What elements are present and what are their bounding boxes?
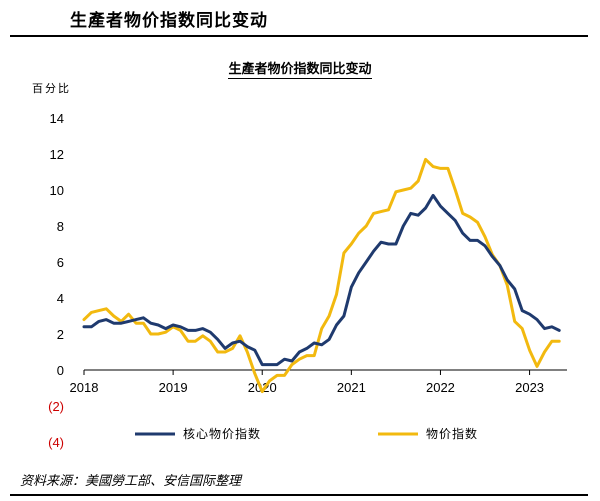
- title-divider: [10, 35, 588, 37]
- x-tick-label: 2020: [248, 380, 277, 395]
- x-tick-label: 2022: [426, 380, 455, 395]
- y-tick-label: 2: [57, 327, 64, 342]
- y-tick-label: 14: [50, 111, 64, 126]
- chart-title-text: 生產者物价指数同比变动: [228, 62, 372, 79]
- x-tick-label: 2018: [70, 380, 99, 395]
- series-line-ppi: [82, 157, 561, 394]
- legend: 核心物价指数 物价指数: [135, 426, 478, 441]
- x-tick-label: 2021: [337, 380, 366, 395]
- y-tick-label: 12: [50, 147, 64, 162]
- y-tick-label: (2): [48, 399, 64, 414]
- page-title: 生產者物价指数同比变动: [70, 11, 268, 31]
- y-tick-label: (4): [48, 435, 64, 450]
- y-tick-label: 10: [50, 183, 64, 198]
- x-tick-label: 2023: [515, 380, 544, 395]
- bottom-divider: [10, 494, 588, 496]
- y-tick-label: 4: [57, 291, 64, 306]
- x-tick-label: 2019: [159, 380, 188, 395]
- y-tick-label: 0: [57, 363, 64, 378]
- legend-label: 物价指数: [426, 426, 478, 441]
- chart-title: 生產者物价指数同比变动: [0, 58, 600, 79]
- y-tick-label: 8: [57, 219, 64, 234]
- y-tick-label: 6: [57, 255, 64, 270]
- source-note: 资料来源：美國勞工部、安信国际整理: [20, 474, 242, 489]
- series-line-core-ppi: [82, 193, 561, 367]
- y-axis-ticks: 14 12 10 8 6 4 2 0 (2) (4): [48, 111, 64, 450]
- x-axis: 2018 2019 2020 2021 2022 2023: [70, 369, 567, 395]
- legend-label: 核心物价指数: [183, 426, 261, 441]
- y-axis-unit-label: 百分比: [32, 82, 71, 95]
- series-layer: [82, 157, 561, 394]
